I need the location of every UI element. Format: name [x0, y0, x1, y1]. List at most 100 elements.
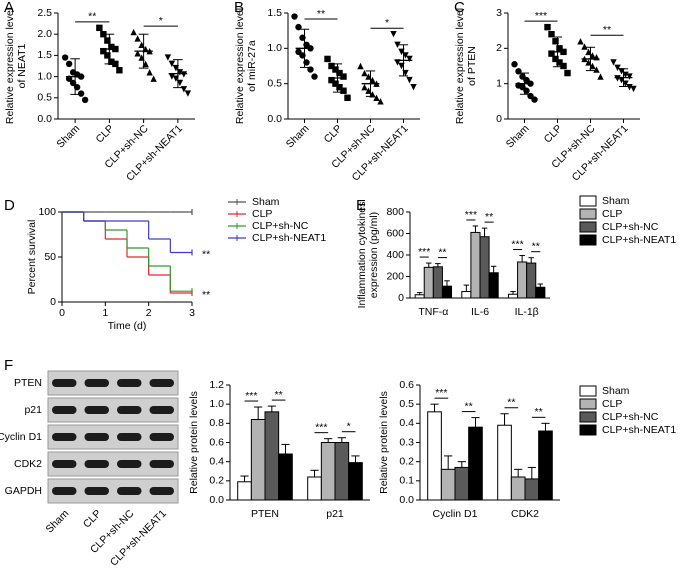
y-tick-label: 0.2	[399, 455, 414, 467]
blot-band	[52, 379, 77, 387]
y-tick-label: 2	[496, 42, 502, 54]
legend-label: CLP	[602, 208, 622, 220]
dot	[410, 84, 417, 91]
x-tick-label: TNF-α	[418, 306, 448, 318]
dot	[340, 87, 347, 94]
dot	[134, 35, 141, 42]
bar	[414, 294, 425, 299]
bar	[454, 466, 470, 501]
y-axis-label: of PTEN	[466, 46, 478, 86]
bar	[470, 231, 481, 299]
bar	[468, 426, 483, 501]
x-tick-label: 0	[59, 307, 65, 319]
y-tick-label: 1	[496, 77, 502, 89]
y-tick-label: 3	[496, 7, 502, 19]
blot-row-label: GAPDH	[5, 485, 42, 497]
dot	[65, 60, 73, 68]
y-tick-label: 0.6	[399, 379, 414, 391]
dot	[373, 94, 380, 101]
significance-label: *	[347, 420, 351, 432]
y-tick-label: 2.5	[37, 7, 52, 19]
bar	[524, 478, 540, 501]
significance-label: **	[202, 248, 210, 260]
dot	[77, 90, 85, 97]
bar	[278, 453, 293, 501]
y-tick-label: 200	[386, 270, 404, 282]
legend-label: Sham	[252, 196, 280, 208]
y-tick-label: 1.0	[267, 42, 282, 54]
dot	[340, 73, 347, 80]
dot	[610, 59, 617, 66]
legend-label: Sham	[602, 385, 630, 397]
y-tick-label: 0	[398, 292, 404, 304]
y-axis-label: of miR-27a	[246, 40, 258, 92]
panel-label: B	[234, 0, 244, 16]
bar	[517, 261, 528, 299]
bar	[507, 293, 519, 299]
dot	[361, 84, 368, 91]
panel-label: E	[356, 197, 366, 214]
y-tick-label: 0.4	[399, 417, 414, 429]
x-tick-label: IL-1β	[515, 306, 539, 318]
legend-label: CLP	[252, 208, 272, 220]
blot-band	[149, 406, 174, 414]
dot	[336, 69, 343, 77]
y-tick-label: 0.0	[209, 494, 224, 506]
bar	[538, 430, 553, 501]
y-tick-label: 0.0	[37, 113, 52, 125]
blot-band	[117, 460, 142, 468]
y-tick-label: 1.5	[267, 7, 282, 19]
dot	[344, 94, 351, 101]
bar	[441, 285, 453, 299]
dot	[295, 23, 302, 31]
y-axis-label: Relative protein levels	[378, 391, 390, 494]
dot	[112, 60, 119, 68]
bar	[264, 411, 280, 501]
legend-label: CLP+sh-NEAT1	[252, 232, 326, 244]
x-tick-label: Sham	[54, 122, 82, 150]
significance-label: **	[317, 8, 325, 20]
dot	[332, 66, 339, 73]
significance-label: **	[88, 11, 96, 23]
y-tick-label: 600	[386, 227, 404, 239]
y-tick-label: 100	[38, 206, 56, 218]
dot	[104, 52, 111, 59]
legend-swatch	[579, 208, 597, 220]
panel-label: F	[4, 357, 13, 374]
dot	[81, 96, 89, 104]
legend-swatch	[579, 424, 597, 436]
x-tick-label: Sham	[504, 122, 532, 150]
bar	[488, 272, 499, 299]
bar	[320, 442, 336, 501]
bar	[334, 442, 350, 501]
x-tick-label: PTEN	[251, 508, 279, 520]
y-axis-label: Relative expression level	[4, 8, 16, 124]
dot	[291, 13, 298, 20]
blot-band	[117, 379, 142, 387]
bar	[423, 266, 434, 299]
dot	[184, 90, 192, 97]
blot-band	[117, 406, 142, 414]
blot-lane-label: CLP	[81, 508, 104, 531]
dot	[626, 84, 633, 91]
significance-label: **	[485, 211, 493, 223]
legend-swatch	[579, 411, 597, 423]
x-tick-label: CLP	[94, 123, 117, 146]
dot	[552, 38, 559, 45]
dot	[100, 47, 107, 55]
significance-label: **	[603, 24, 611, 36]
dot	[357, 62, 364, 70]
blot-band	[52, 433, 77, 441]
dot	[556, 59, 563, 66]
y-tick-label: 800	[386, 206, 404, 218]
y-tick-label: 0.5	[267, 77, 282, 89]
blot-row-label: Cyclin D1	[0, 431, 42, 443]
dot	[150, 75, 157, 82]
bar	[307, 476, 322, 501]
dot	[146, 69, 153, 76]
legend-label: CLP+sh-NC	[602, 221, 659, 233]
blot-band	[117, 433, 142, 441]
blot-row-label: p21	[24, 404, 42, 416]
dot	[168, 60, 176, 68]
blot-band	[149, 460, 174, 468]
